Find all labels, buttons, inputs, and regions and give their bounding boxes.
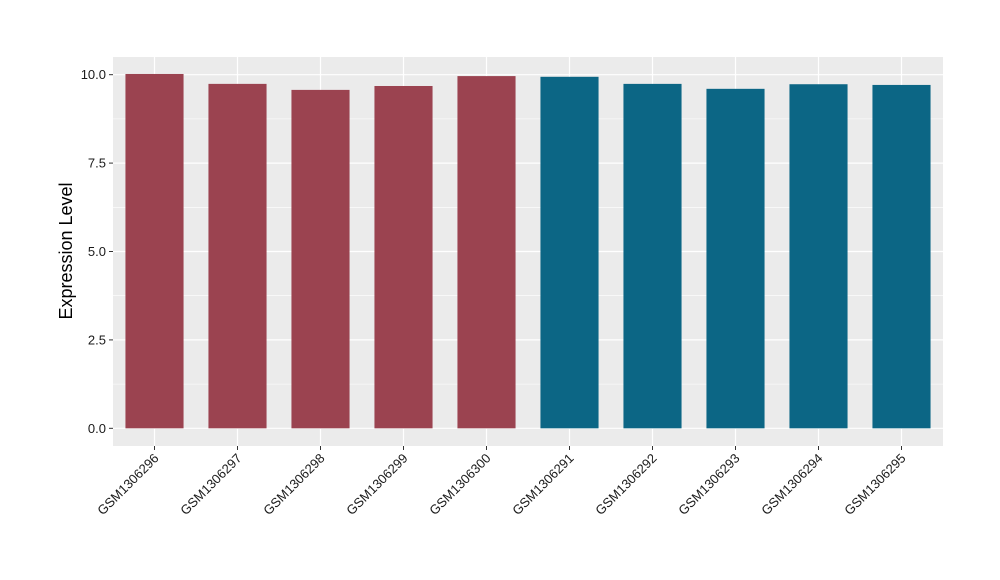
x-tick-label: GSM1306300 (426, 451, 493, 518)
bar-GSM1306291 (540, 76, 599, 429)
bar-GSM1306298 (291, 89, 350, 429)
y-tick-label: 5.0 (88, 244, 106, 259)
y-tick-label: 2.5 (88, 332, 106, 347)
x-tick-label: GSM1306295 (841, 451, 908, 518)
y-axis: 0.0 2.5 5.0 7.5 10.0 (81, 67, 113, 436)
x-tick-label: GSM1306298 (260, 451, 327, 518)
x-tick-label: GSM1306294 (758, 451, 825, 518)
bar-GSM1306297 (208, 83, 267, 429)
y-tick-label: 7.5 (88, 156, 106, 171)
bar-GSM1306296 (125, 73, 184, 429)
bar-GSM1306293 (706, 88, 765, 429)
y-axis-title: Expression Level (56, 182, 76, 319)
bar-GSM1306292 (623, 83, 682, 429)
x-tick-label: GSM1306292 (592, 451, 659, 518)
bar-GSM1306300 (457, 76, 516, 429)
x-tick-label: GSM1306296 (94, 451, 161, 518)
bars (125, 73, 931, 429)
bar-GSM1306299 (374, 85, 433, 429)
bar-GSM1306295 (872, 84, 931, 429)
bar-GSM1306294 (789, 84, 848, 429)
x-axis: GSM1306296 GSM1306297 GSM1306298 GSM1306299… (94, 446, 909, 518)
x-tick-label: GSM1306299 (343, 451, 410, 518)
y-tick-label: 10.0 (81, 67, 106, 82)
x-tick-label: GSM1306297 (177, 451, 244, 518)
x-tick-label: GSM1306293 (675, 451, 742, 518)
x-tick-label: GSM1306291 (509, 451, 576, 518)
y-tick-label: 0.0 (88, 421, 106, 436)
